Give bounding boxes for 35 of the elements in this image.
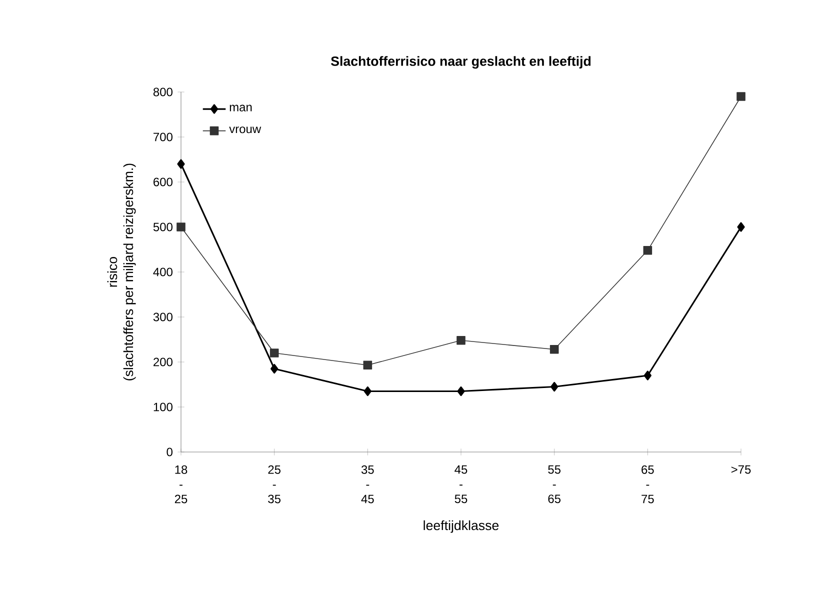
y-tick-label: 300: [153, 312, 172, 322]
x-tick-label: 35 - 45: [361, 465, 374, 504]
point: [176, 222, 186, 232]
x-tick-label: 45 - 55: [454, 465, 468, 504]
x-tick-label: 65 - 75: [642, 465, 654, 504]
point: [643, 246, 652, 255]
x-axis-title: leeftijdklasse: [424, 520, 499, 533]
y-tick-label: 200: [154, 358, 172, 366]
point: [550, 382, 558, 392]
x-tick-label: 25 - 35: [268, 465, 281, 504]
point: [364, 386, 372, 396]
point: [644, 370, 652, 380]
y-tick-label: 0: [166, 448, 172, 456]
legend-label: vrouw: [229, 126, 262, 134]
point: [737, 222, 745, 232]
y-tick-label: 100: [154, 402, 172, 412]
chart-title: Slachtofferrisico naar geslacht en leeftijd: [330, 56, 591, 69]
y-tick-label: 700: [154, 132, 172, 142]
y-tick-label: 600: [154, 178, 172, 186]
x-tick-label: 55 - 65: [548, 465, 561, 504]
y-axis-title: risico (slachtoffers per miljard reizigerskm.): [107, 164, 136, 380]
point: [550, 344, 559, 354]
y-tick-label: 400: [153, 268, 172, 276]
point: [457, 386, 465, 396]
point: [177, 159, 185, 169]
point: [270, 364, 278, 374]
x-tick-label: 18 - 25: [174, 465, 188, 504]
y-tick-label: 800: [153, 88, 172, 96]
point: [270, 348, 279, 358]
y-tick-label: 500: [153, 222, 172, 232]
point: [363, 360, 372, 370]
point: [736, 92, 746, 101]
point: [456, 336, 466, 345]
legend-label: man: [230, 104, 252, 112]
x-tick-label: >75: [731, 465, 751, 474]
